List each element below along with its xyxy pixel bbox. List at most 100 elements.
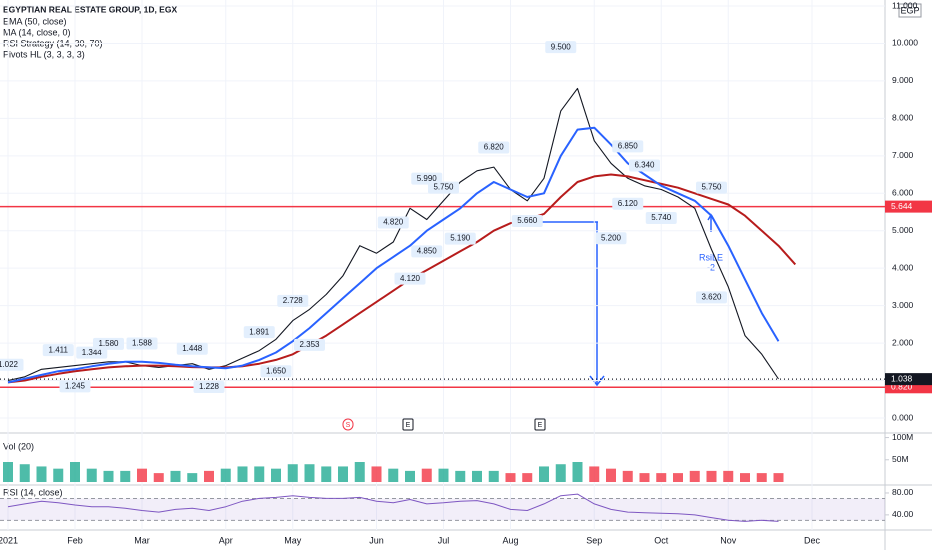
x-tick-label: 2021 — [0, 535, 18, 545]
pivot-label-bg — [696, 181, 727, 194]
volume-bar — [723, 470, 734, 482]
volume-bar — [70, 462, 80, 482]
pivot-label: 1.228 — [199, 382, 220, 391]
y-tick-label: 7.000 — [892, 150, 914, 160]
pivot-label-bg — [42, 344, 74, 357]
volume-bar — [606, 468, 616, 482]
pivot-label-bg — [612, 197, 644, 210]
y-tick-label: 3.000 — [892, 300, 914, 310]
pivot-label: 1.891 — [249, 327, 270, 336]
pivot-label: 1.580 — [98, 339, 119, 348]
volume-bar — [36, 466, 47, 482]
y-tick-label: 2.000 — [892, 337, 914, 347]
event-label: E — [406, 422, 411, 429]
legend-entry: EMA (50, close) — [3, 16, 67, 26]
line-series — [7, 87, 779, 382]
x-tick-label: Dec — [804, 535, 821, 545]
volume-bar — [354, 462, 365, 482]
signal-label: RsiLE — [699, 252, 723, 262]
pivot-label-bg — [545, 41, 577, 54]
line-series — [7, 493, 779, 522]
indicator-label: Pivots HL (3, 3, 3, 3) — [3, 49, 85, 59]
volume-bar — [589, 466, 600, 482]
pivot-label: 1.650 — [266, 366, 287, 375]
volume-bar — [405, 470, 415, 482]
x-tick-label: Feb — [67, 535, 83, 545]
signal-label: -2 — [707, 262, 715, 272]
panel-title: RSI (14, close) — [3, 487, 63, 497]
y-tick-label: 50M — [892, 454, 909, 464]
volume-bar — [153, 473, 164, 482]
pivot-label-bg — [243, 326, 275, 339]
price-label: 0.820 — [891, 382, 913, 392]
event-box — [342, 418, 354, 431]
volume-bar — [555, 464, 566, 482]
volume-bar — [438, 468, 449, 482]
pivot-label-bg — [511, 215, 543, 228]
volume-bar — [455, 470, 466, 482]
y-tick-label: 8.000 — [892, 113, 914, 123]
x-tick-label: Sep — [586, 535, 602, 545]
pivot-label-bg — [595, 232, 627, 245]
volume-bar — [421, 468, 432, 482]
price-label-bg — [885, 373, 932, 386]
y-tick-label: 10.000 — [892, 38, 918, 48]
y-tick-label: 5.000 — [892, 225, 914, 235]
pivot-label: 1.022 — [0, 360, 19, 369]
pivot-label: 4.120 — [400, 274, 421, 283]
pivot-label: 1.344 — [82, 348, 103, 357]
pivot-label: 6.820 — [484, 143, 505, 152]
volume-bar — [773, 473, 784, 482]
rsi-band — [0, 498, 885, 521]
pivot-label-bg — [260, 365, 292, 378]
volume-bar — [271, 468, 281, 482]
panel-title: Vol (20) — [3, 441, 34, 451]
pivot-label: 2.353 — [299, 340, 320, 349]
y-tick-label: 6.000 — [892, 188, 914, 198]
event-label: E — [538, 422, 543, 429]
x-tick-label: Oct — [654, 535, 669, 545]
volume-bar — [120, 470, 131, 482]
volume-bar — [740, 473, 750, 482]
pivot-label: 6.850 — [618, 142, 639, 151]
volume-bar — [304, 464, 315, 482]
volume-bar — [639, 473, 650, 482]
y-tick-label: 100M — [892, 432, 913, 442]
pivot-label: 6.120 — [618, 199, 639, 208]
volume-bar — [321, 466, 332, 482]
line-series — [7, 126, 780, 384]
pivot-label: 5.990 — [417, 174, 438, 183]
pivot-label: 5.190 — [450, 234, 471, 243]
pivot-label-bg — [294, 338, 325, 351]
pivot-label-bg — [377, 216, 409, 229]
volume-bar — [53, 468, 64, 482]
volume-bar — [539, 466, 549, 482]
volume-bar — [19, 464, 30, 482]
pivot-label-bg — [645, 212, 677, 225]
x-tick-label: May — [284, 535, 302, 545]
volume-bar — [756, 473, 767, 482]
pivot-label: 1.588 — [132, 339, 153, 348]
volume-bar — [472, 470, 482, 482]
volume-bar — [656, 473, 667, 482]
volume-bar — [488, 470, 499, 482]
pivot-label: 1.245 — [65, 381, 86, 390]
volume-bar — [388, 468, 399, 482]
volume-bar — [170, 470, 181, 482]
volume-bar — [137, 468, 147, 482]
price-label: 1.038 — [891, 373, 913, 383]
y-tick-label: 80.00 — [892, 487, 914, 497]
event-label: S — [346, 422, 351, 429]
pivot-label: 3.620 — [701, 293, 722, 302]
pivot-label: 5.740 — [651, 213, 672, 222]
y-tick-label: 0.000 — [892, 412, 914, 422]
pivot-label: 5.750 — [433, 183, 454, 192]
pivot-label-bg — [629, 159, 660, 172]
volume-bar — [237, 466, 248, 482]
y-tick-label: 9.000 — [892, 75, 914, 85]
pivot-label-bg — [444, 232, 476, 245]
line-series — [7, 173, 797, 384]
pivot-label: 5.660 — [517, 216, 538, 225]
